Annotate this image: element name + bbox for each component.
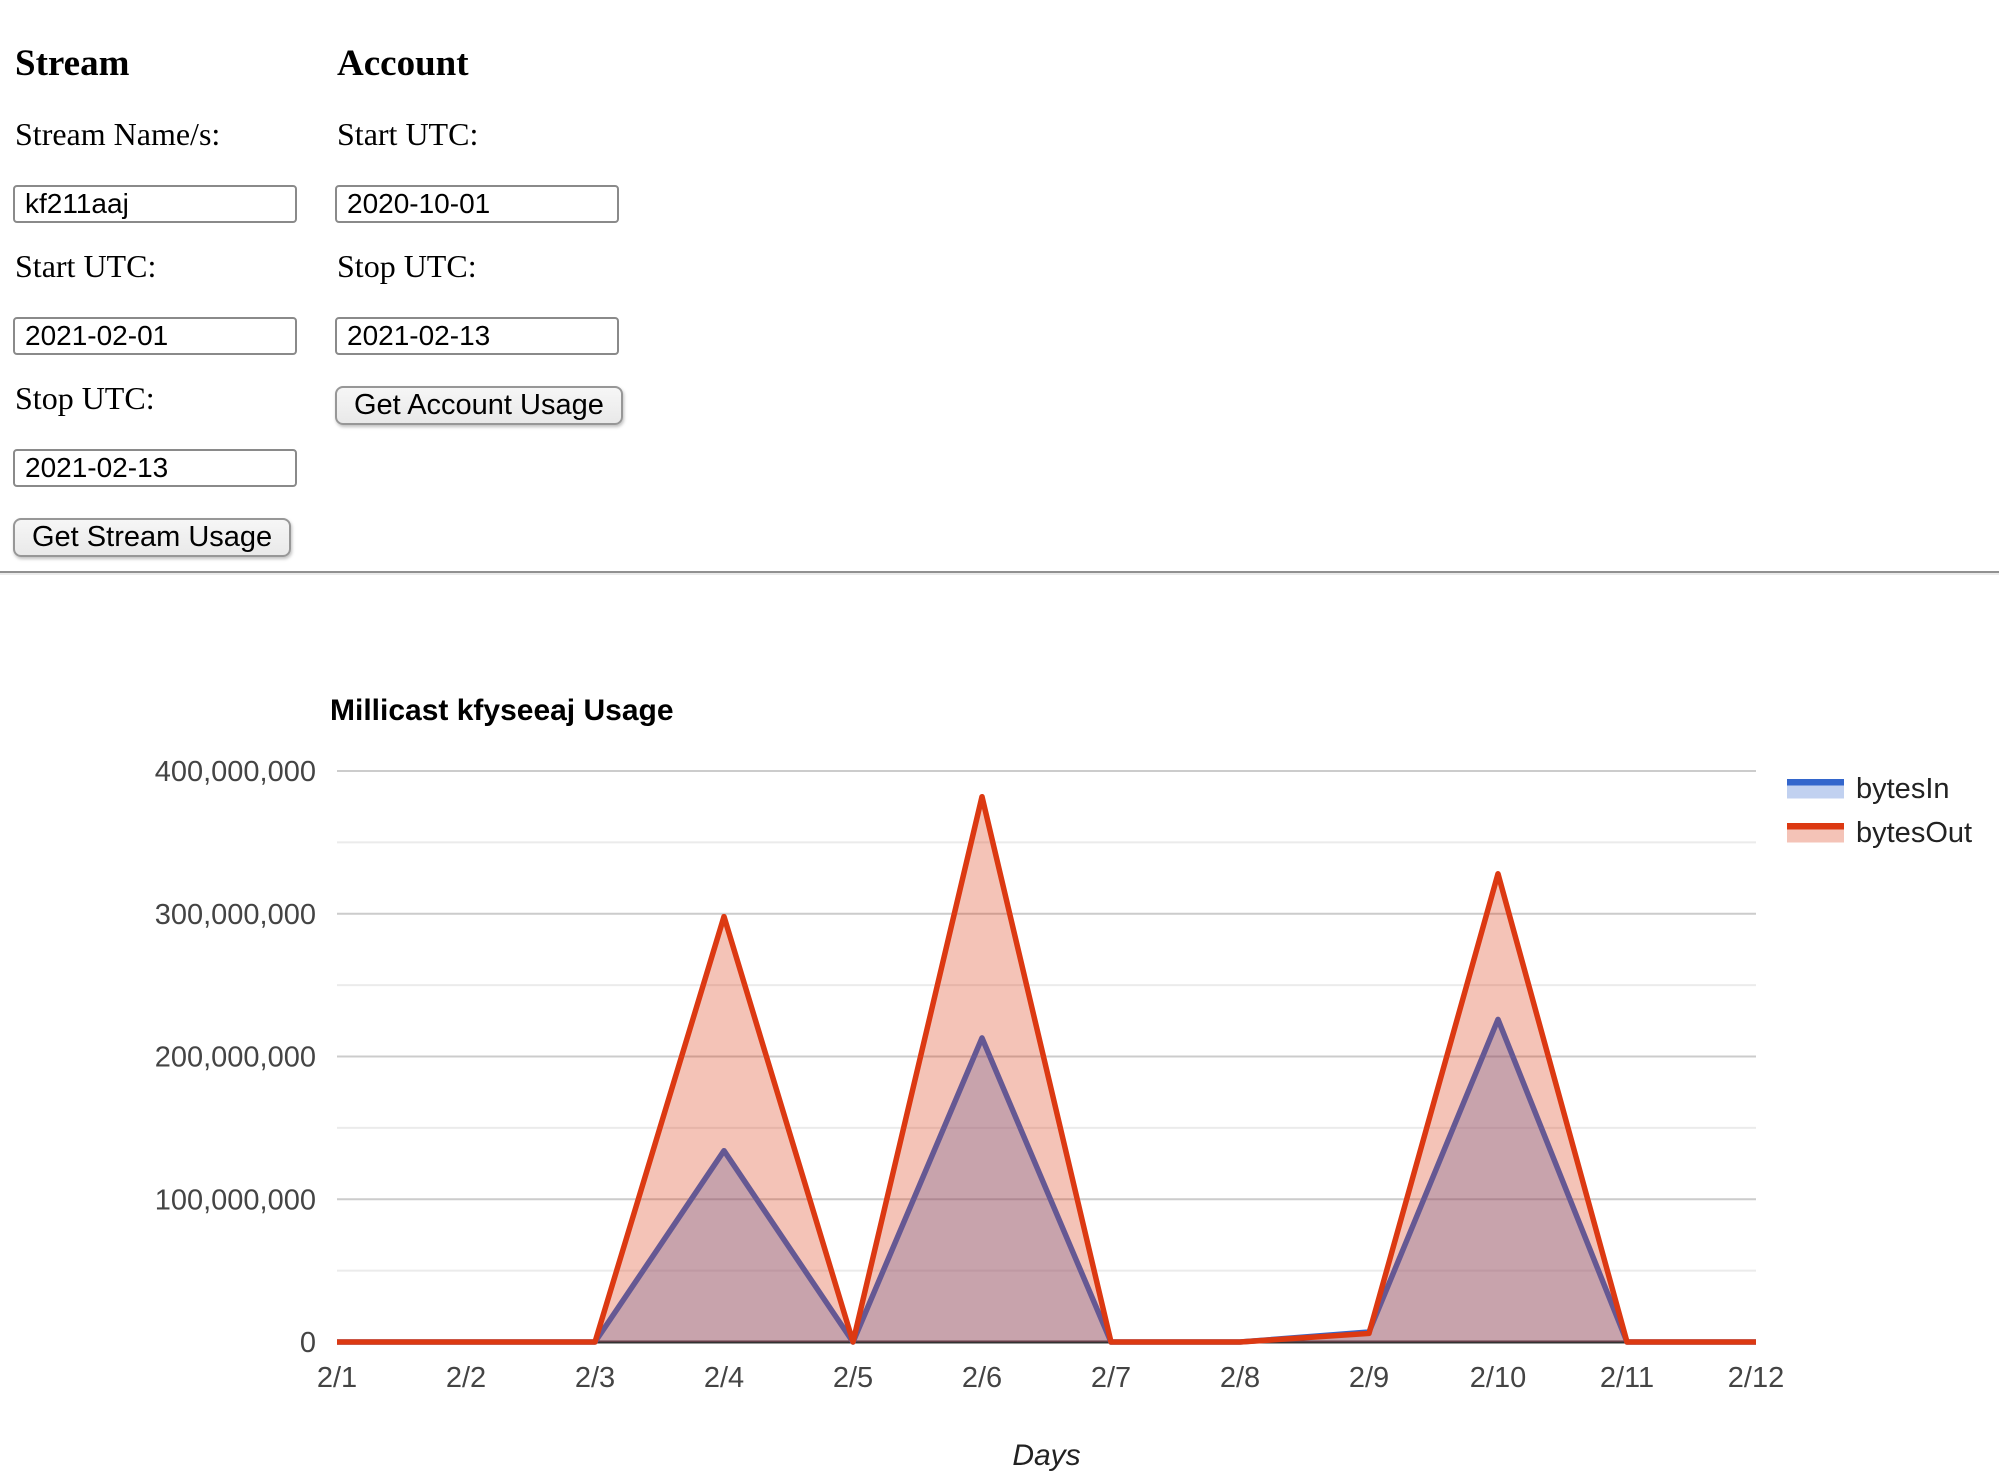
- usage-chart[interactable]: 0 100,000,000 200,000,000 300,000,000 400,00…: [0, 650, 1999, 1478]
- stream-stop-utc-label: Stop UTC:: [15, 380, 155, 416]
- x-axis-tick-label: 2/10: [1470, 1362, 1526, 1394]
- chart-title: Millicast kfyseeaj Usage: [330, 694, 674, 727]
- y-axis-tick-label: 400,000,000: [155, 756, 316, 788]
- stream-start-utc-input[interactable]: [13, 317, 297, 355]
- x-axis-tick-label: 2/5: [833, 1362, 873, 1394]
- legend-bytesOut-line-swatch: [1787, 823, 1844, 830]
- x-axis-tick-label: 2/4: [704, 1362, 744, 1394]
- stream-section-heading: Stream: [15, 43, 130, 84]
- account-section-heading: Account: [337, 43, 469, 84]
- y-axis-tick-label: 0: [300, 1327, 316, 1359]
- get-account-usage-button[interactable]: Get Account Usage: [335, 386, 623, 425]
- x-axis-tick-label: 2/12: [1728, 1362, 1784, 1394]
- usage-area-chart-svg: 0 100,000,000 200,000,000 300,000,000 400,00…: [155, 694, 1972, 1472]
- stream-name-label: Stream Name/s:: [15, 116, 221, 152]
- get-stream-usage-button[interactable]: Get Stream Usage: [13, 518, 292, 557]
- x-axis-tick-label: 2/9: [1349, 1362, 1389, 1394]
- x-axis-tick-label: 2/6: [962, 1362, 1002, 1394]
- y-axis-tick-label: 100,000,000: [155, 1184, 316, 1216]
- x-axis-tick-label: 2/2: [446, 1362, 486, 1394]
- series-bytesIn-area: [337, 1019, 1756, 1342]
- legend-bytesIn-fill-swatch: [1787, 785, 1844, 799]
- series-bytesOut-line: [337, 793, 1756, 1345]
- legend-bytesIn-line-swatch: [1787, 779, 1844, 786]
- x-axis-tick-label: 2/11: [1600, 1362, 1654, 1394]
- account-stop-utc-label: Stop UTC:: [337, 248, 477, 284]
- query-form-section: Stream Stream Name/s: Start UTC: Stop UT…: [0, 0, 1999, 571]
- stream-stop-utc-input[interactable]: [13, 449, 297, 487]
- section-divider: [0, 571, 1999, 573]
- legend-bytesOut-fill-swatch: [1787, 829, 1844, 843]
- x-axis-tick-label: 2/3: [575, 1362, 615, 1394]
- account-stop-utc-input[interactable]: [335, 317, 619, 355]
- account-start-utc-label: Start UTC:: [337, 116, 479, 152]
- x-axis-tick-label: 2/7: [1091, 1362, 1131, 1394]
- legend-bytesIn-label: bytesIn: [1856, 773, 1950, 805]
- x-axis-title: Days: [1012, 1439, 1080, 1472]
- y-axis-tick-label: 200,000,000: [155, 1042, 316, 1074]
- x-axis-tick-label: 2/8: [1220, 1362, 1260, 1394]
- x-axis-tick-label: 2/1: [317, 1362, 357, 1394]
- account-start-utc-input[interactable]: [335, 185, 619, 223]
- stream-name-input[interactable]: [13, 185, 297, 223]
- y-axis-tick-label: 300,000,000: [155, 899, 316, 931]
- stream-start-utc-label: Start UTC:: [15, 248, 157, 284]
- legend-bytesOut-label: bytesOut: [1856, 817, 1972, 849]
